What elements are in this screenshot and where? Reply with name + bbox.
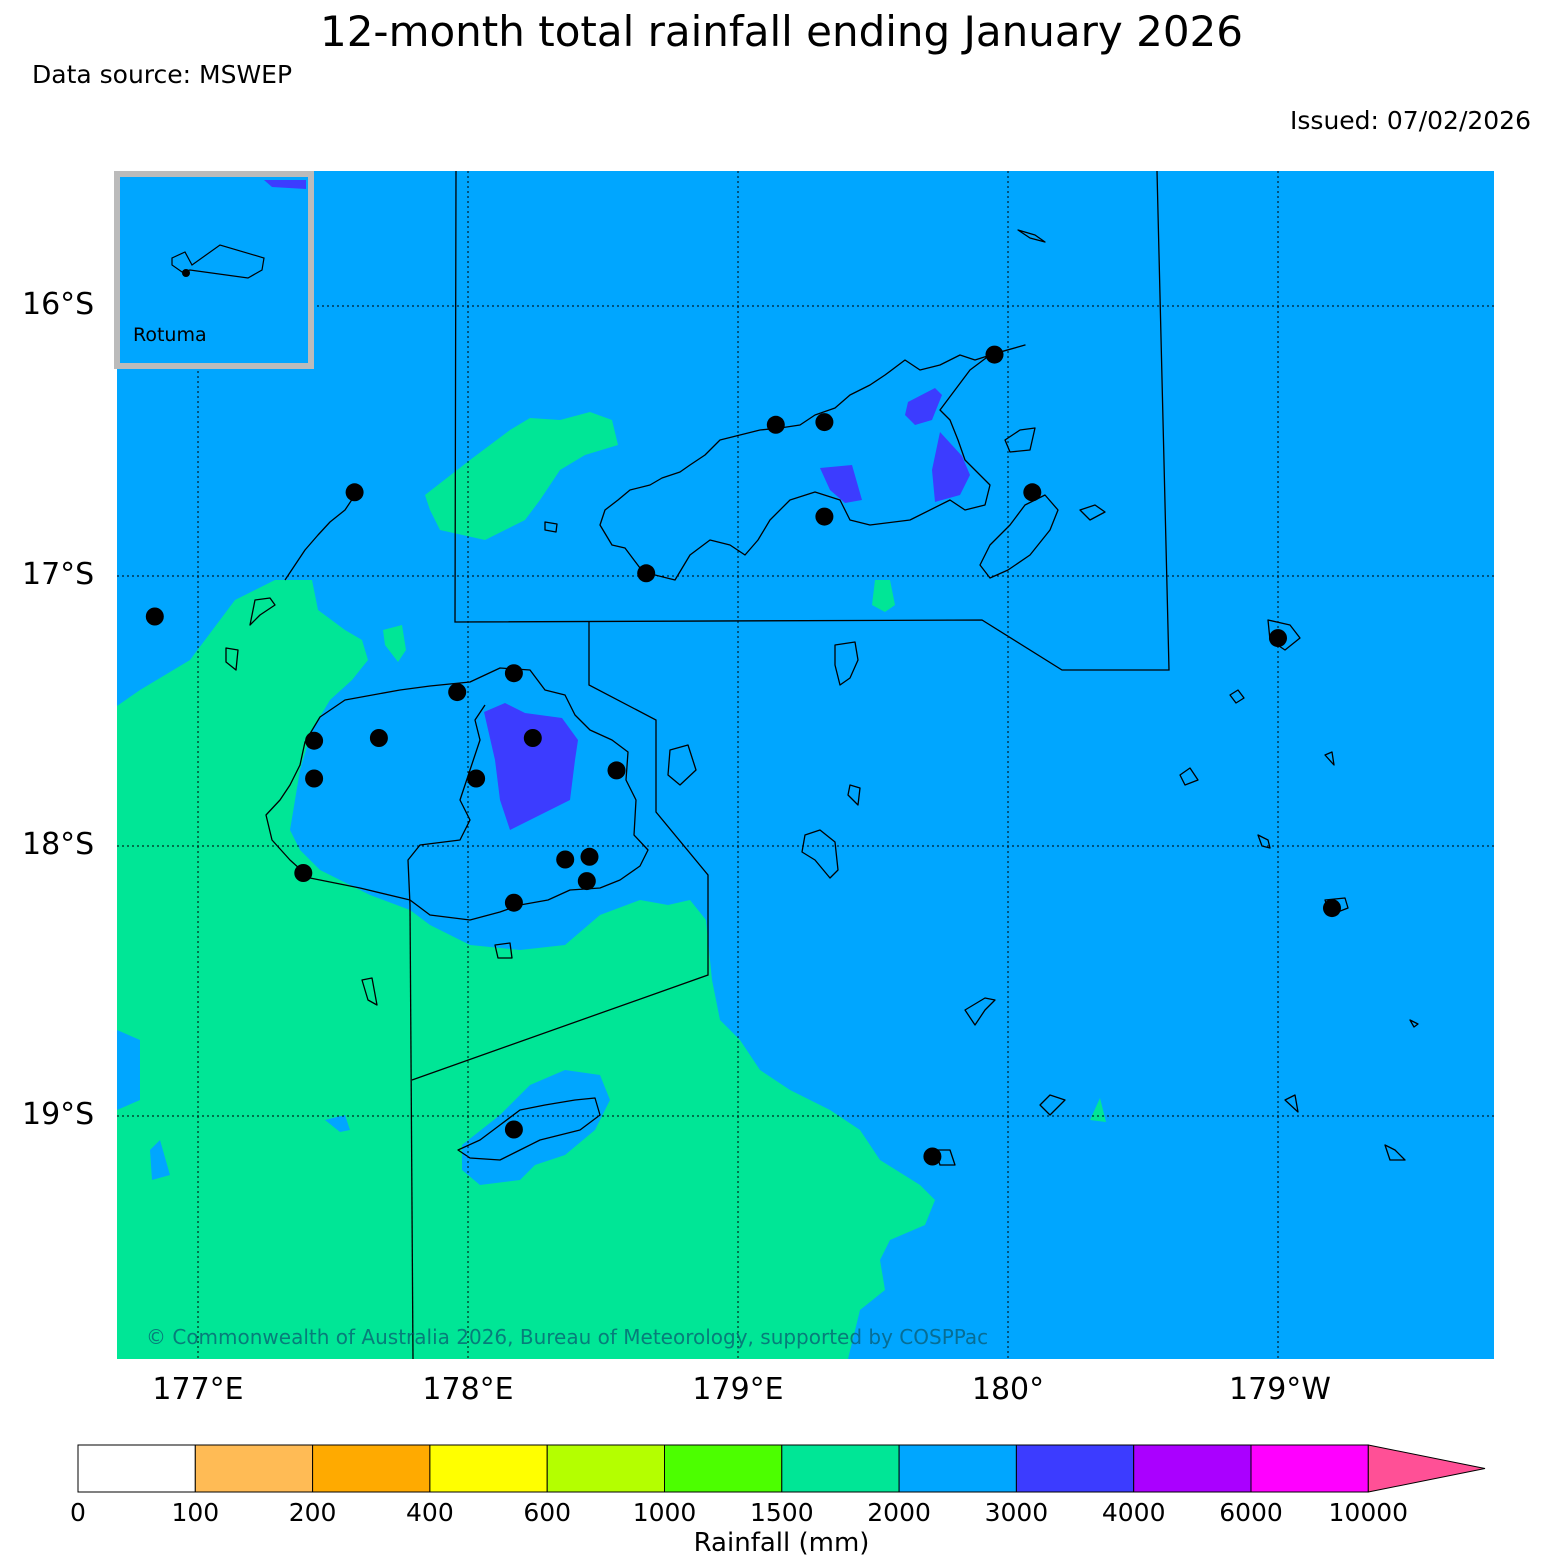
colorbar-tick-label: 0 — [70, 1498, 86, 1527]
station-marker — [815, 413, 834, 432]
station-marker — [766, 415, 785, 434]
colorbar-segment — [664, 1444, 783, 1493]
station-marker — [580, 847, 599, 866]
lon-label-178e: 178°E — [422, 1372, 514, 1407]
colorbar — [77, 1444, 1486, 1493]
colorbar-segment — [1133, 1444, 1252, 1493]
colorbar-tick-label: 2000 — [867, 1498, 931, 1527]
station-marker — [448, 683, 467, 702]
colorbar-tick-label: 3000 — [984, 1498, 1049, 1527]
station-marker — [504, 1120, 523, 1139]
station-marker — [1269, 629, 1287, 648]
colorbar-tick-label: 6000 — [1219, 1498, 1283, 1527]
division-boundaries — [409, 170, 1170, 1360]
colorbar-segment — [429, 1444, 548, 1493]
map-title: 12-month total rainfall ending January 2… — [319, 7, 1244, 56]
lon-label-179w: 179°W — [1229, 1372, 1331, 1407]
station-markers — [145, 345, 1341, 1166]
station-marker — [577, 872, 596, 891]
station-marker — [369, 729, 388, 747]
inset-rotuma — [114, 171, 314, 369]
colorbar-tick-label: 4000 — [1101, 1498, 1166, 1527]
colorbar-segment — [77, 1444, 196, 1493]
colorbar-segment — [194, 1444, 314, 1493]
station-marker — [815, 507, 834, 526]
lat-label-17s: 17°S — [22, 557, 95, 592]
station-marker — [556, 850, 575, 869]
colorbar-segment — [781, 1444, 900, 1493]
coastlines — [225, 229, 1419, 1166]
colorbar-tick-label: 1500 — [749, 1498, 814, 1527]
colorbar-title: Rainfall (mm) — [693, 1528, 870, 1558]
colorbar-tick-label: 10000 — [1328, 1498, 1409, 1527]
lat-label-18s: 18°S — [22, 827, 95, 862]
inset-label: Rotuma — [133, 324, 207, 346]
station-marker — [305, 731, 324, 750]
lat-label-16s: 16°S — [22, 287, 95, 322]
colorbar-extension — [1367, 1444, 1486, 1493]
lat-label-19s: 19°S — [22, 1097, 95, 1132]
station-marker — [294, 864, 313, 882]
station-marker — [523, 729, 542, 747]
station-marker — [637, 564, 656, 583]
colorbar-tick-label: 600 — [523, 1498, 572, 1527]
colorbar-segment — [546, 1444, 666, 1493]
colorbar-tick-label: 200 — [288, 1498, 337, 1527]
station-marker — [305, 769, 324, 788]
copyright-text: © Commonwealth of Australia 2026, Bureau… — [146, 1325, 988, 1349]
gridlines — [117, 171, 1494, 1359]
issued-date: Issued: 07/02/2026 — [1290, 106, 1531, 135]
lon-label-180: 180° — [971, 1372, 1045, 1407]
station-marker — [1323, 899, 1341, 918]
station-marker — [923, 1147, 942, 1166]
station-marker — [145, 607, 164, 626]
station-marker — [504, 664, 523, 683]
colorbar-segment — [312, 1444, 431, 1493]
colorbar-segment — [1015, 1444, 1135, 1493]
colorbar-segment — [898, 1444, 1017, 1493]
station-marker — [467, 769, 486, 788]
station-marker — [1023, 483, 1042, 502]
data-source: Data source: MSWEP — [32, 60, 293, 89]
station-marker — [504, 893, 523, 912]
colorbar-tick-label: 1000 — [632, 1498, 697, 1527]
lon-label-179e: 179°E — [692, 1372, 784, 1407]
station-marker — [345, 483, 364, 502]
colorbar-tick-label: 400 — [406, 1498, 454, 1527]
colorbar-tick-label: 100 — [171, 1498, 220, 1527]
colorbar-segment — [1250, 1444, 1369, 1493]
lon-label-177e: 177°E — [152, 1372, 244, 1407]
rainfall-field — [117, 171, 1494, 1359]
station-marker — [607, 761, 626, 780]
station-marker — [985, 345, 1004, 364]
